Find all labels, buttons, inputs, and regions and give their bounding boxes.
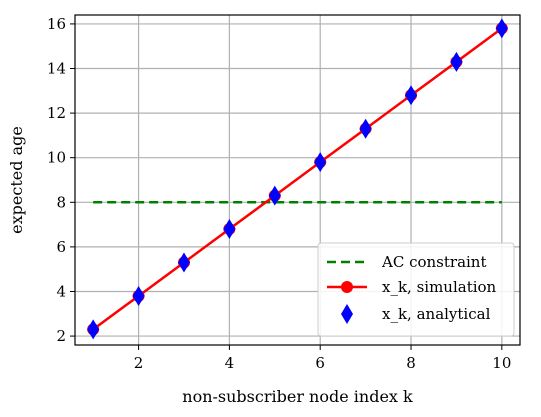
legend-entry-analytical: x_k, analytical <box>382 305 491 323</box>
x-tick-label: 6 <box>315 354 325 372</box>
x-tick-label: 4 <box>225 354 235 372</box>
data-series <box>87 18 508 340</box>
analytical-point <box>223 219 236 240</box>
analytical-point <box>87 319 100 340</box>
legend-marker-analytical <box>341 304 353 324</box>
analytical-point <box>314 152 327 173</box>
plot-frame <box>74 14 521 346</box>
axis-ticks: 2 4 6 8 10 2 4 6 8 10 12 14 16 <box>47 15 511 372</box>
analytical-point <box>495 18 508 39</box>
x-axis-label: non-subscriber node index k <box>182 387 413 406</box>
y-tick-label: 12 <box>47 104 66 122</box>
y-tick-label: 8 <box>56 193 66 211</box>
legend-marker-simulation <box>341 281 353 293</box>
x-tick-label: 8 <box>406 354 416 372</box>
y-axis-label: expected age <box>7 126 26 234</box>
x-tick-label: 10 <box>492 354 511 372</box>
y-tick-label: 2 <box>56 327 66 345</box>
legend-entry-simulation: x_k, simulation <box>382 278 497 296</box>
x-axis-label-text: non-subscriber node index k <box>182 387 413 406</box>
y-tick-label: 6 <box>56 238 66 256</box>
series-simulation-line <box>92 27 503 331</box>
legend-entry-ac-constraint: AC constraint <box>381 253 487 271</box>
y-tick-label: 4 <box>56 282 66 300</box>
analytical-point <box>177 252 190 273</box>
analytical-point <box>268 185 281 206</box>
grid-lines <box>75 15 520 345</box>
analytical-point <box>132 285 145 306</box>
y-tick-label: 16 <box>47 15 66 33</box>
y-tick-label: 10 <box>47 149 66 167</box>
analytical-point <box>405 85 418 106</box>
legend-box <box>317 242 515 337</box>
analytical-point <box>359 118 372 139</box>
legend: AC constraint x_k, simulation x_k, analy… <box>317 242 515 337</box>
x-tick-label: 2 <box>134 354 144 372</box>
y-tick-label: 14 <box>47 60 66 78</box>
analytical-point <box>450 51 463 72</box>
